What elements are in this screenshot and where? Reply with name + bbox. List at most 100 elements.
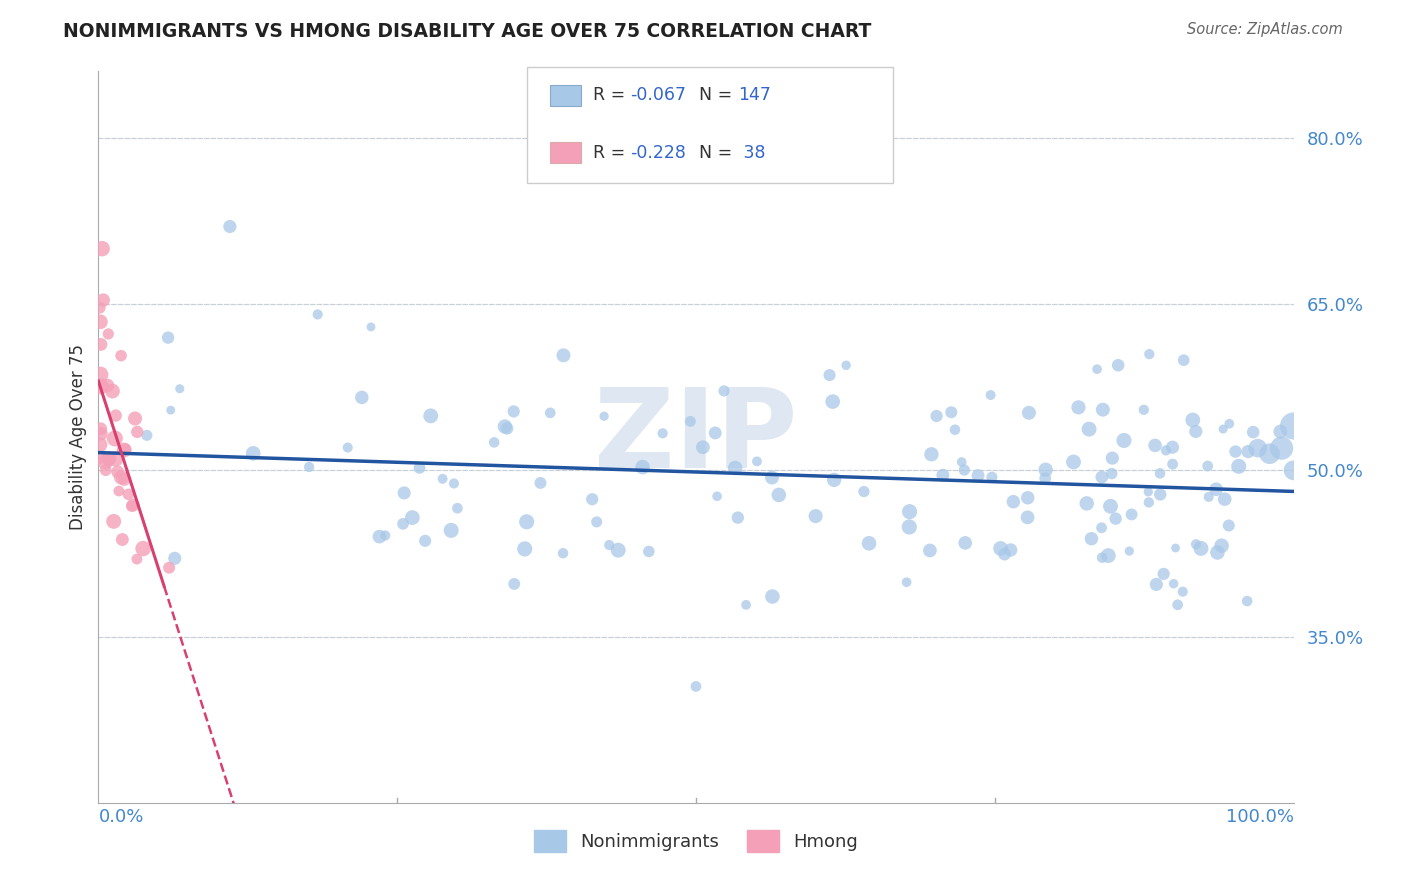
Point — [89, 301, 111, 315]
Point — [918, 543, 941, 558]
Point — [1101, 451, 1123, 466]
Point — [124, 411, 146, 425]
Point — [1225, 444, 1247, 458]
Point — [110, 349, 132, 363]
Point — [692, 440, 714, 454]
Point — [1099, 500, 1122, 514]
Point — [1247, 441, 1270, 455]
Point — [242, 446, 264, 460]
Point — [104, 432, 127, 446]
Point — [90, 337, 112, 351]
Point — [1033, 471, 1056, 485]
Point — [1017, 510, 1039, 524]
Point — [607, 543, 630, 558]
Point — [1137, 484, 1160, 499]
Point — [91, 293, 114, 307]
Text: R =: R = — [593, 87, 631, 104]
Point — [108, 483, 131, 498]
Point — [955, 536, 977, 550]
Text: -0.228: -0.228 — [630, 144, 686, 161]
Point — [103, 514, 125, 528]
Point — [1282, 463, 1305, 477]
Point — [727, 510, 749, 524]
Point — [90, 422, 112, 436]
Point — [159, 403, 181, 417]
Point — [135, 428, 157, 442]
Point — [1118, 544, 1140, 558]
Point — [163, 551, 186, 566]
Text: 147: 147 — [738, 87, 770, 104]
Point — [503, 577, 526, 591]
Point — [89, 438, 111, 452]
Point — [553, 348, 575, 362]
Point — [127, 425, 149, 439]
Point — [1154, 443, 1177, 458]
Text: NONIMMIGRANTS VS HMONG DISABILITY AGE OVER 75 CORRELATION CHART: NONIMMIGRANTS VS HMONG DISABILITY AGE OV… — [63, 22, 872, 41]
Legend: Nonimmigrants, Hmong: Nonimmigrants, Hmong — [526, 823, 866, 860]
Point — [761, 590, 783, 604]
Point — [110, 470, 132, 484]
Point — [818, 368, 841, 382]
Point — [122, 498, 145, 512]
Point — [1218, 518, 1240, 533]
Point — [114, 442, 136, 457]
Point — [1080, 532, 1102, 546]
Point — [1167, 598, 1189, 612]
Point — [101, 384, 124, 398]
Point — [1198, 490, 1220, 504]
Point — [169, 382, 191, 396]
Point — [1185, 425, 1208, 439]
Point — [925, 409, 948, 423]
Point — [1271, 441, 1294, 455]
Point — [852, 484, 875, 499]
Point — [104, 451, 127, 466]
Point — [91, 242, 114, 256]
Point — [307, 307, 329, 321]
Point — [990, 541, 1012, 556]
Point — [1212, 422, 1234, 436]
Point — [1144, 438, 1167, 452]
Text: N =: N = — [699, 87, 738, 104]
Point — [1213, 492, 1236, 507]
Point — [598, 538, 620, 552]
Point — [1197, 458, 1219, 473]
Point — [980, 470, 1002, 484]
Point — [980, 388, 1002, 402]
Point — [1149, 487, 1171, 501]
Point — [368, 530, 391, 544]
Point — [336, 441, 359, 455]
Point — [446, 501, 468, 516]
Point — [443, 476, 465, 491]
Point — [1173, 353, 1195, 368]
Point — [1035, 463, 1057, 477]
Point — [1218, 417, 1240, 431]
Point — [1000, 543, 1022, 558]
Point — [943, 423, 966, 437]
Point — [1161, 440, 1184, 454]
Point — [1171, 584, 1194, 599]
Point — [94, 463, 117, 477]
Point — [1153, 566, 1175, 581]
Point — [157, 560, 180, 574]
Point — [1236, 594, 1258, 608]
Point — [950, 455, 973, 469]
Point — [835, 359, 858, 373]
Point — [651, 426, 673, 441]
Point — [1133, 402, 1156, 417]
Point — [219, 219, 242, 234]
Point — [97, 453, 120, 467]
Point — [1078, 422, 1101, 436]
Point — [1085, 362, 1108, 376]
Text: Source: ZipAtlas.com: Source: ZipAtlas.com — [1187, 22, 1343, 37]
Point — [1227, 459, 1250, 474]
Point — [821, 394, 844, 409]
Text: 0.0%: 0.0% — [98, 808, 143, 826]
Point — [513, 541, 536, 556]
Point — [104, 409, 127, 423]
Text: R =: R = — [593, 144, 631, 161]
Point — [538, 406, 561, 420]
Point — [298, 459, 321, 474]
Y-axis label: Disability Age Over 75: Disability Age Over 75 — [69, 344, 87, 530]
Point — [1149, 467, 1171, 481]
Point — [90, 379, 112, 393]
